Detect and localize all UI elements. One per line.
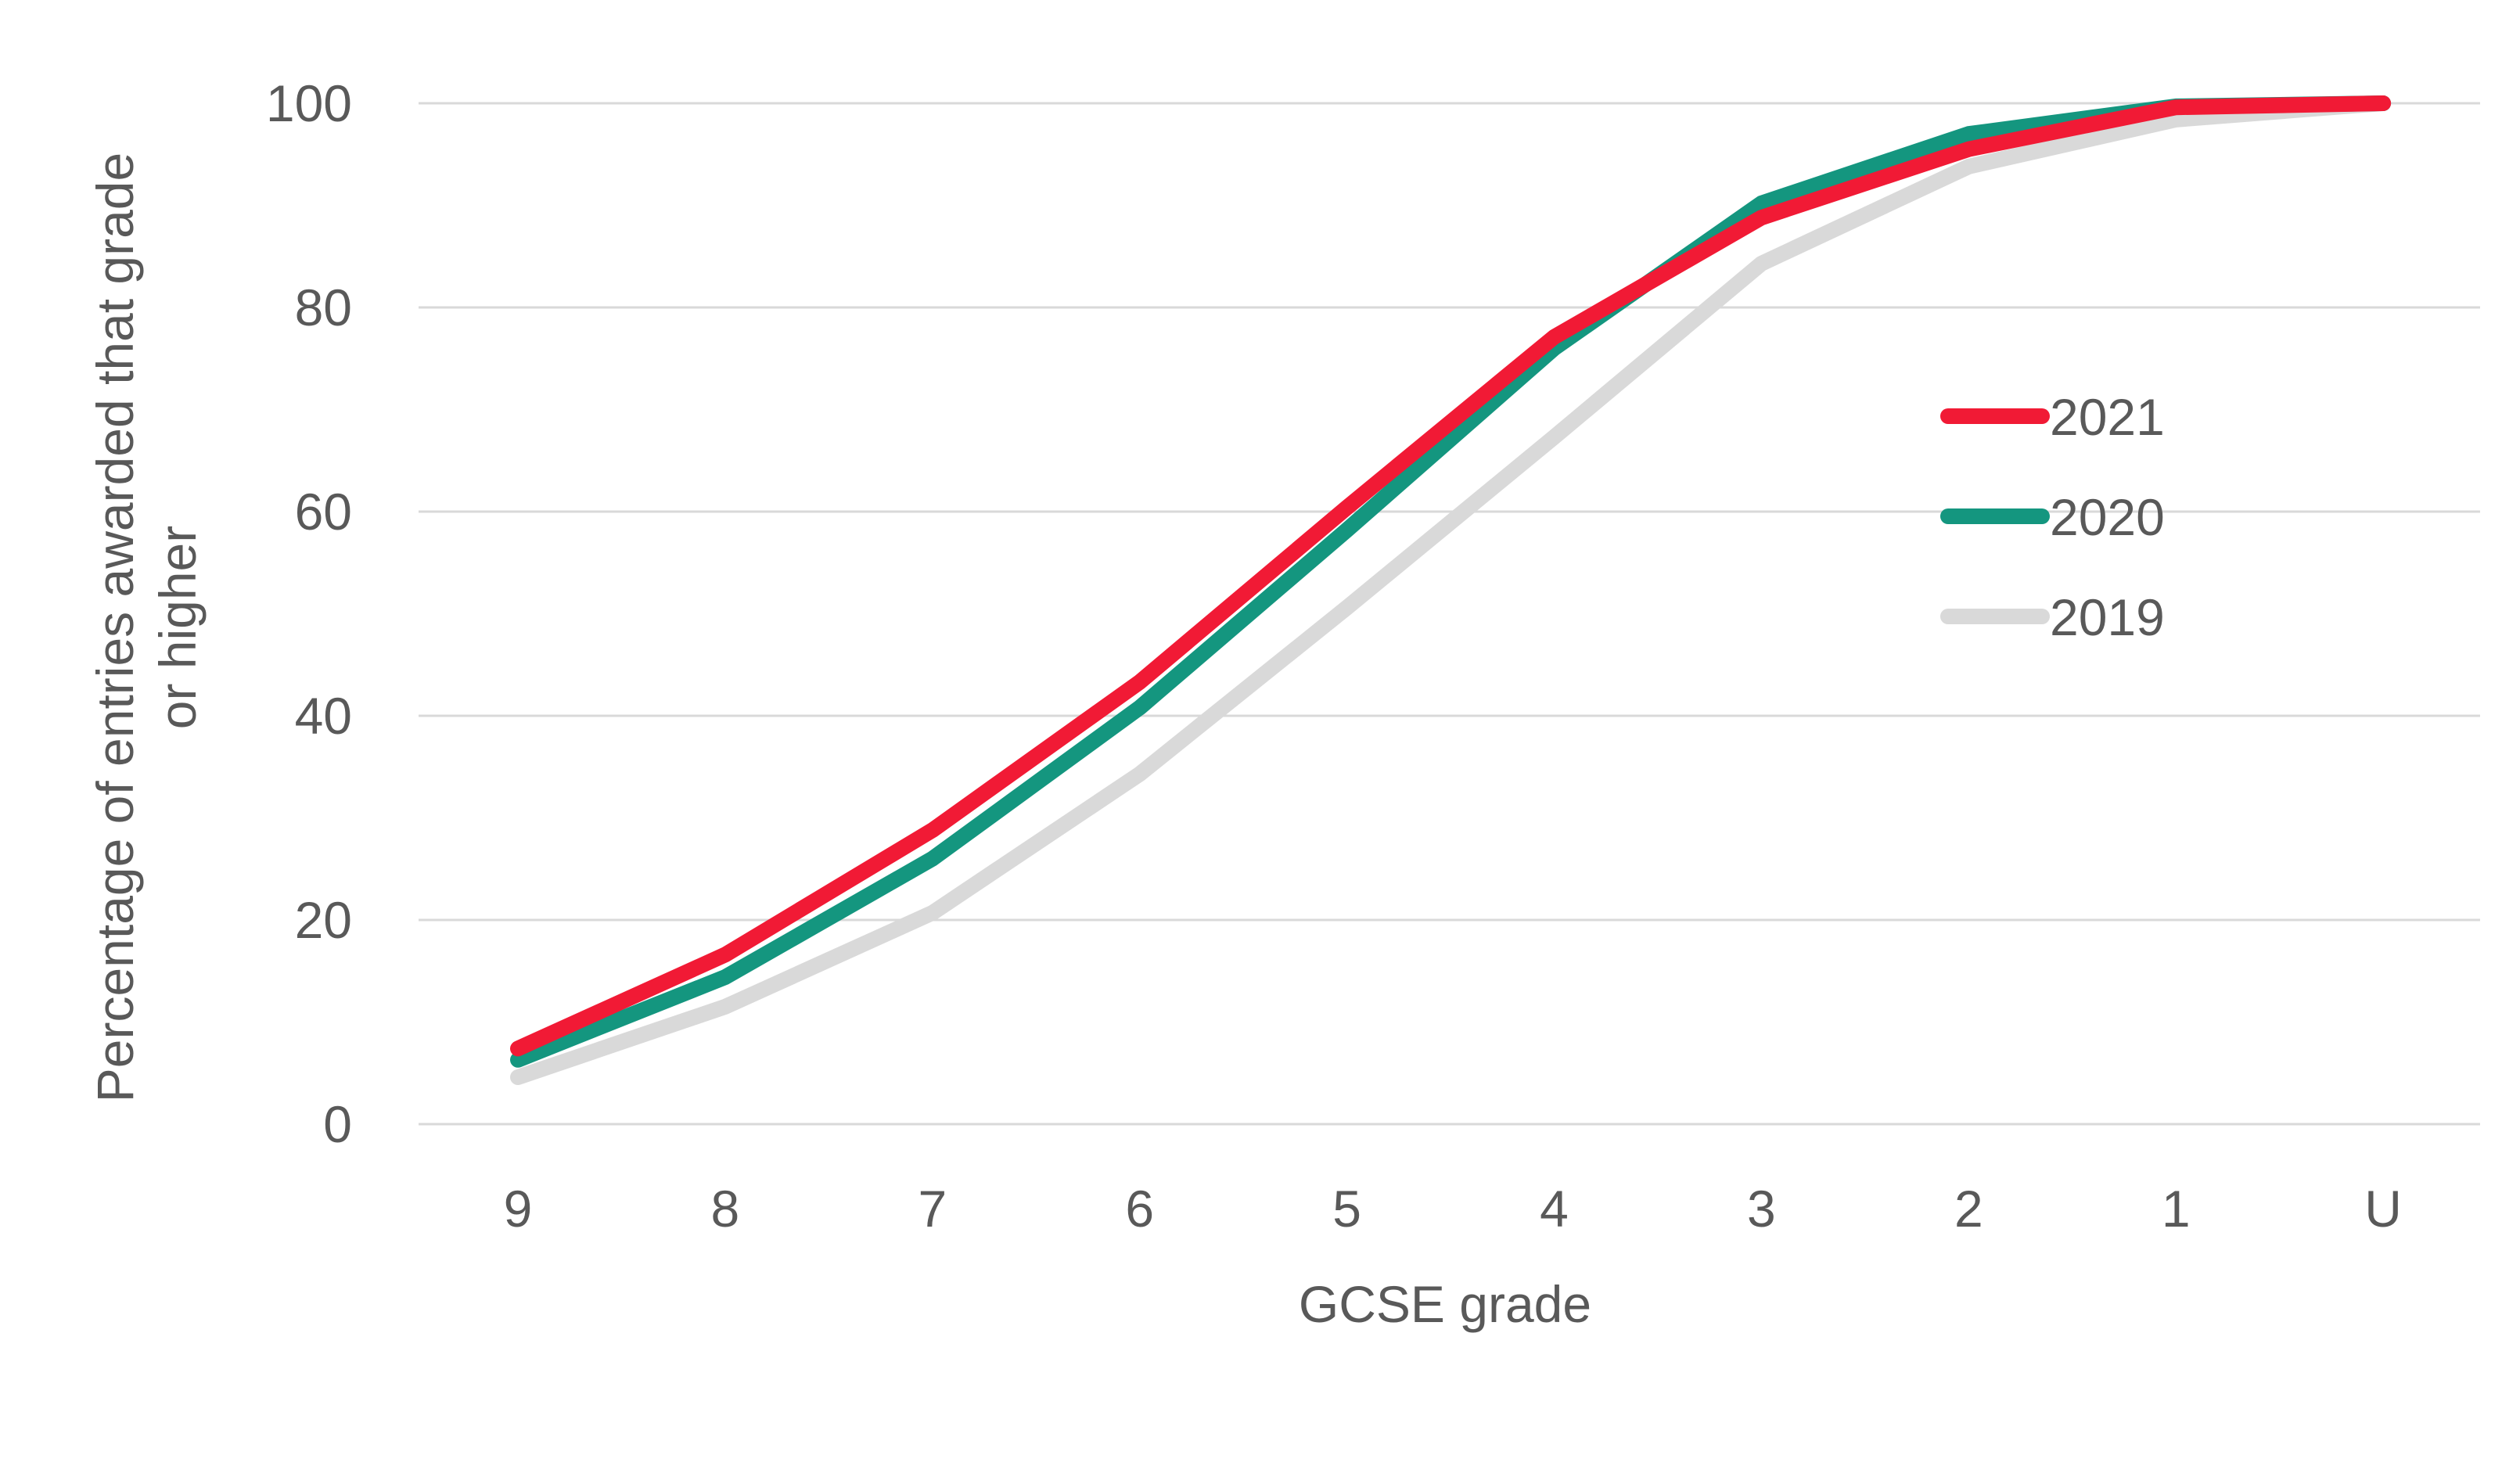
legend-label: 2020 xyxy=(2050,488,2165,546)
x-tick-label: 1 xyxy=(2162,1180,2191,1238)
y-tick-label: 60 xyxy=(295,483,352,541)
legend-item-2021: 2021 xyxy=(1940,388,2165,446)
y-axis-title-line-1: Percentage of entries awarded that grade xyxy=(86,153,144,1102)
x-tick-label: 3 xyxy=(1747,1180,1776,1238)
series-line-2019 xyxy=(510,95,2392,1085)
y-axis-title: Percentage of entries awarded that grade… xyxy=(86,153,207,1102)
legend-label: 2019 xyxy=(2050,588,2165,646)
y-axis-tick-labels: 0 20 40 60 80 100 xyxy=(266,74,352,1153)
x-tick-label: U xyxy=(2364,1180,2402,1238)
x-axis-title: GCSE grade xyxy=(1299,1275,1591,1333)
x-tick-label: 7 xyxy=(918,1180,947,1238)
y-tick-label: 80 xyxy=(295,278,352,336)
x-axis-tick-labels: 9 8 7 6 5 4 3 2 1 U xyxy=(504,1180,2402,1238)
legend-item-2020: 2020 xyxy=(1940,488,2165,546)
x-tick-label: 6 xyxy=(1125,1180,1154,1238)
legend-item-2019: 2019 xyxy=(1940,588,2165,646)
y-tick-label: 100 xyxy=(266,74,352,132)
y-tick-label: 20 xyxy=(295,891,352,949)
y-axis-title-line-2: or higher xyxy=(149,526,207,730)
x-tick-label: 8 xyxy=(711,1180,740,1238)
x-tick-label: 5 xyxy=(1332,1180,1361,1238)
x-tick-label: 4 xyxy=(1540,1180,1569,1238)
legend: 2021 2020 2019 xyxy=(1940,388,2165,646)
gridlines xyxy=(419,102,2480,1126)
x-tick-label: 9 xyxy=(504,1180,533,1238)
y-tick-label: 0 xyxy=(323,1095,352,1153)
y-tick-label: 40 xyxy=(295,687,352,745)
series-lines xyxy=(510,95,2392,1085)
x-tick-label: 2 xyxy=(1954,1180,1983,1238)
legend-label: 2021 xyxy=(2050,388,2165,446)
series-line-2021 xyxy=(510,95,2392,1057)
series-line-2020 xyxy=(510,95,2392,1068)
